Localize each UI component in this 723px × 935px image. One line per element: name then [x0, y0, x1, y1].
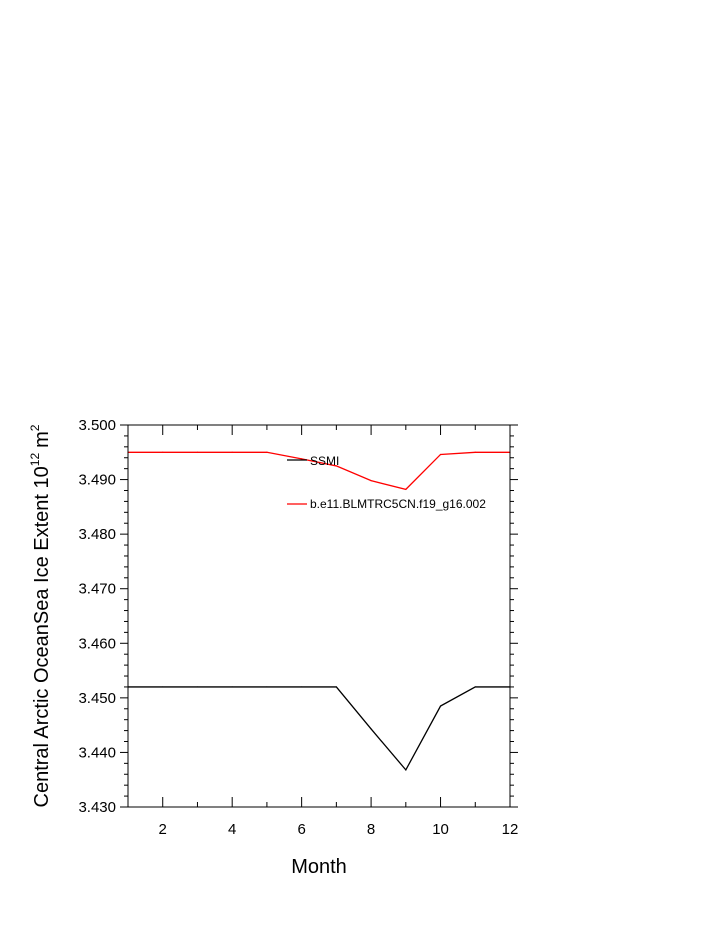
data-point: [162, 451, 164, 453]
y-tick-label: 3.480: [78, 526, 116, 543]
data-point: [266, 451, 268, 453]
data-point: [301, 686, 303, 688]
series-line-0: [128, 686, 510, 772]
y-tick-label: 3.490: [78, 472, 116, 489]
data-point: [439, 705, 442, 707]
x-axis-title: Month: [291, 856, 347, 878]
data-point: [162, 686, 164, 688]
data-point: [196, 686, 199, 688]
legend: SSMI b.e11.BLMTRC5CN.f19_g16.002: [287, 454, 486, 511]
x-tick-label: 12: [502, 821, 519, 838]
axis-ticks: [120, 424, 518, 808]
data-point: [474, 686, 476, 688]
data-point: [196, 451, 199, 453]
series-line-1: [128, 451, 510, 491]
y-tick-label: 3.430: [78, 799, 116, 816]
data-point: [301, 458, 303, 460]
data-point: [266, 686, 268, 688]
data-point: [405, 769, 407, 771]
x-tick-label: 2: [159, 821, 167, 838]
x-tick-label: 8: [367, 821, 375, 838]
plot-frame: [127, 424, 511, 808]
y-tick-label: 3.460: [78, 635, 116, 652]
data-point: [439, 453, 442, 456]
y-axis-title-main: Central Arctic OceanSea Ice Extent 10: [31, 466, 53, 807]
legend-label-model: b.e11.BLMTRC5CN.f19_g16.002: [310, 497, 486, 511]
data-point: [231, 686, 233, 688]
y-axis-title-unit-exp: 2: [28, 424, 42, 431]
y-tick-label: 3.450: [78, 690, 116, 707]
legend-label-ssmi: SSMI: [310, 454, 339, 468]
y-axis-title-exp: 12: [28, 453, 42, 467]
x-tick-label: 6: [297, 821, 305, 838]
data-point: [335, 686, 337, 688]
y-tick-label: 3.440: [78, 744, 116, 761]
data-point: [231, 451, 233, 453]
y-tick-label: 3.500: [78, 417, 116, 434]
data-point: [370, 480, 372, 482]
data-point: [335, 465, 337, 467]
tick-labels: 2 4 6 8 10 12 3.430 3.440 3.450 3.460 3.470 3.480 3.…: [78, 417, 518, 838]
data-point: [474, 451, 476, 453]
data-point: [370, 728, 372, 730]
data-point: [405, 488, 407, 490]
x-tick-label: 4: [228, 821, 236, 838]
y-tick-label: 3.470: [78, 581, 116, 598]
y-axis-title-unit: m: [31, 431, 53, 448]
y-axis-title: Central Arctic OceanSea Ice Extent 1012 m…: [28, 424, 53, 807]
x-tick-label: 10: [432, 821, 449, 838]
